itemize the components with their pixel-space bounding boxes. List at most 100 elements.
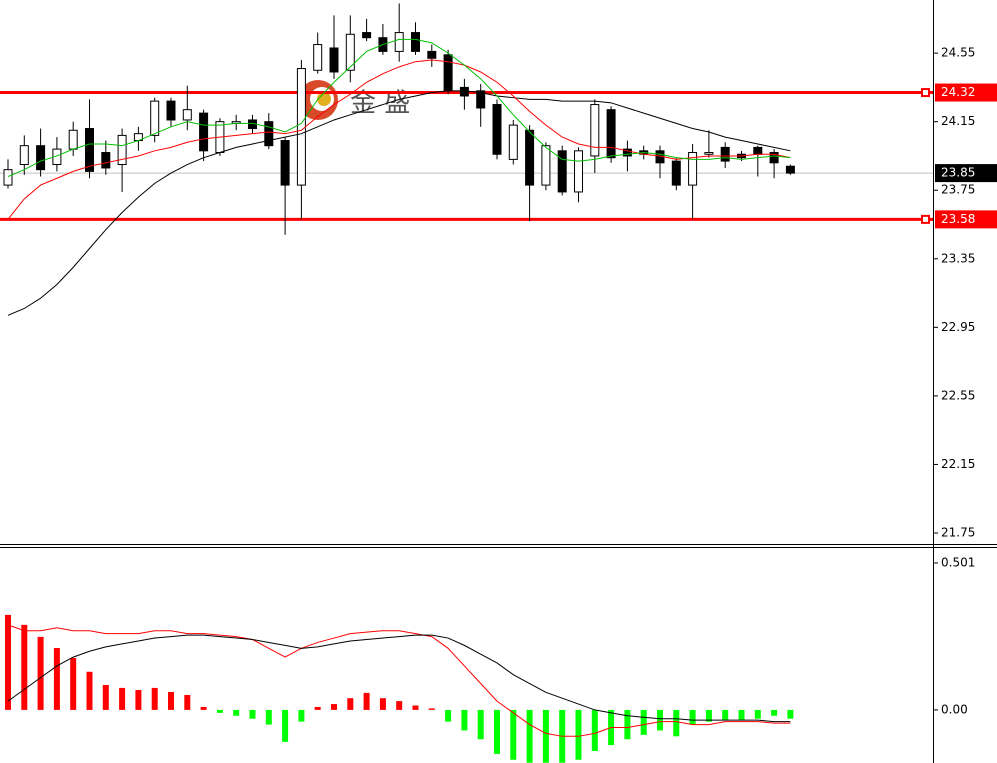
histogram-bar [168, 692, 174, 710]
candle-body [720, 146, 730, 162]
histogram-bar [119, 687, 126, 710]
candle-body [427, 50, 437, 59]
histogram-bar [86, 671, 93, 710]
moving-average [7, 90, 791, 316]
candle-body [688, 152, 698, 186]
candle-body [557, 150, 567, 193]
histogram-bar [37, 636, 44, 710]
histogram-bar [461, 709, 468, 731]
candle-body [68, 129, 78, 150]
candle-body [622, 148, 632, 157]
candle-body [166, 100, 176, 121]
candle-body [345, 33, 355, 71]
candle-body [443, 54, 453, 92]
histogram-bar [298, 709, 305, 722]
candle-body [313, 44, 323, 71]
histogram-bar [363, 692, 370, 710]
candle-body [3, 169, 13, 186]
histogram-bar [542, 709, 549, 763]
histogram-bar [53, 648, 60, 710]
histogram-bar [379, 698, 386, 710]
histogram-bar [640, 709, 647, 735]
histogram-bar [347, 698, 354, 710]
histogram-bar [591, 709, 598, 751]
histogram-bar [477, 709, 484, 740]
histogram-bar [396, 701, 403, 710]
y-tick-label: 0.00 [941, 702, 968, 716]
candle-body [117, 134, 127, 166]
candle-body [182, 109, 192, 121]
current-price-label: 23.85 [941, 166, 975, 180]
candle-body [264, 121, 274, 147]
candle-body [785, 165, 795, 174]
histogram-bar [754, 709, 761, 719]
histogram-bar [412, 705, 419, 710]
candle-body [199, 112, 209, 152]
candle-body [606, 109, 616, 159]
moving-average [7, 38, 791, 177]
histogram-bar [21, 624, 28, 710]
histogram-bar [200, 706, 207, 710]
level-label: 23.58 [941, 212, 975, 226]
y-tick-label: 22.95 [941, 320, 975, 334]
histogram-bar [5, 614, 11, 710]
level-label: 24.32 [941, 85, 975, 99]
histogram-bar [657, 709, 663, 731]
histogram-bar [494, 709, 500, 754]
histogram-bar [102, 684, 109, 710]
y-tick-label: 24.55 [941, 46, 975, 60]
histogram-bar [233, 709, 240, 716]
histogram-bar [70, 657, 77, 710]
level-label-box [935, 210, 997, 229]
histogram-bar [249, 709, 256, 719]
histogram-bar [673, 709, 680, 737]
histogram-bar [575, 709, 582, 760]
candle-body [101, 152, 111, 169]
candle-body [769, 152, 779, 164]
candle-body [85, 128, 94, 172]
histogram-bar [184, 694, 191, 710]
candle-body [36, 145, 46, 171]
y-tick-label: 22.15 [941, 457, 975, 471]
candle-body [296, 68, 306, 186]
histogram-bar [510, 709, 517, 760]
candle-body [574, 150, 583, 193]
candle-body [329, 47, 339, 73]
level-label-box [935, 83, 997, 102]
histogram-bar [265, 709, 272, 725]
level-marker [921, 214, 930, 224]
candle-body [492, 104, 502, 155]
macd-line [7, 634, 791, 723]
y-tick-label: 21.75 [941, 526, 975, 540]
candle-body [541, 145, 551, 186]
y-tick-label: 22.55 [941, 388, 975, 402]
histogram-bar [151, 687, 158, 710]
candle-body [590, 104, 600, 157]
y-tick-label: 24.15 [941, 114, 975, 128]
histogram-bar [331, 704, 337, 710]
candle-body [704, 152, 714, 155]
histogram-bar [787, 709, 794, 719]
level-marker [921, 88, 930, 98]
candle-body [459, 86, 469, 97]
histogram-bar [738, 709, 745, 721]
candle-body [476, 90, 486, 109]
candle-body [150, 100, 160, 136]
histogram-bar [282, 709, 289, 742]
macd-line [7, 624, 791, 737]
histogram-bar [624, 709, 631, 740]
candle-body [753, 146, 763, 155]
histogram-bar [689, 709, 696, 725]
candle-body [525, 129, 535, 186]
histogram-bar [705, 709, 712, 722]
candle-body [508, 124, 518, 160]
y-tick-label: 0.501 [941, 555, 975, 569]
histogram-bar [314, 706, 321, 710]
histogram-bar [428, 708, 435, 710]
logo [317, 92, 331, 106]
candle-body [671, 160, 681, 186]
y-tick-label: 23.35 [941, 251, 975, 265]
current-price-box [935, 164, 997, 183]
histogram-bar [526, 709, 533, 763]
